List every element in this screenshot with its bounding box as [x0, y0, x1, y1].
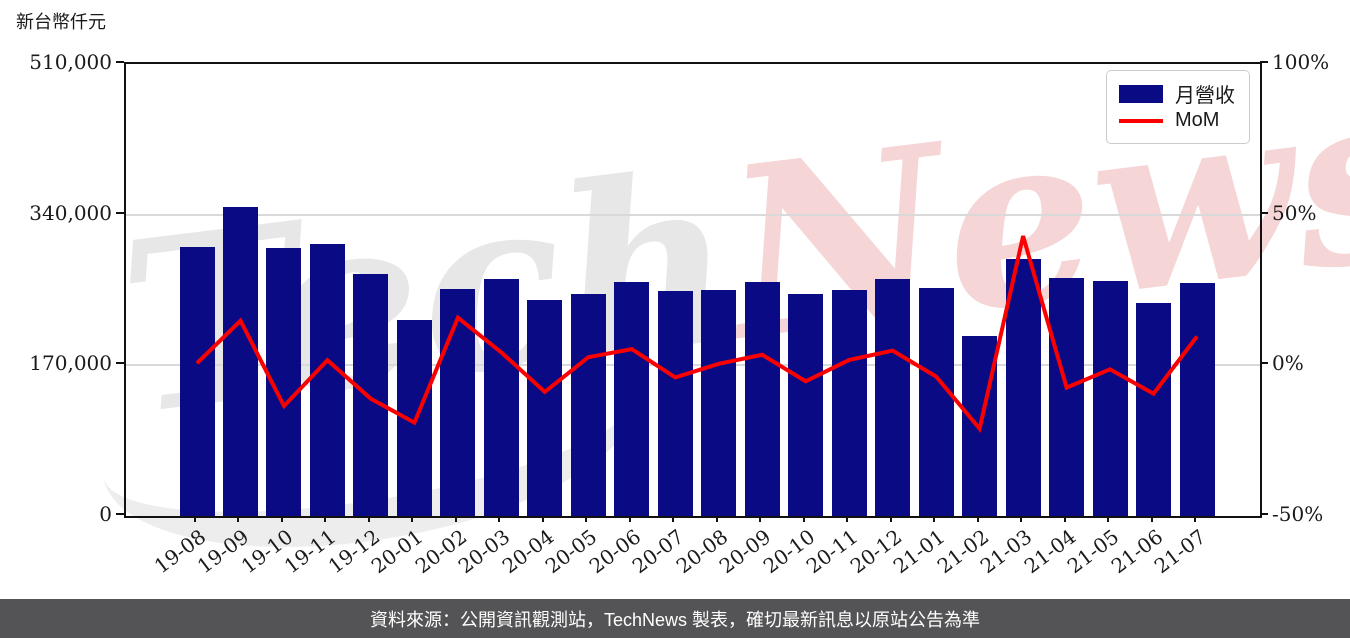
bars-layer: [126, 64, 1260, 516]
revenue-bar-19-09: [222, 206, 258, 516]
gridline-170,000: [126, 364, 1260, 367]
x-tick-mark-20-09: [759, 516, 762, 522]
x-tick-mark-20-02: [454, 516, 457, 522]
right-tick-label-100%: 100%: [1272, 50, 1330, 74]
footer-text: 資料來源：公開資訊觀測站，TechNews 製表，確切最新訊息以原站公告為準: [369, 609, 981, 630]
x-tick-mark-19-09: [237, 516, 240, 522]
x-tick-mark-20-01: [411, 516, 414, 522]
x-tick-mark-19-10: [280, 516, 283, 522]
x-tick-mark-21-01: [933, 516, 936, 522]
mom-line: [195, 235, 1199, 433]
left-tick-label-0: 0: [99, 502, 112, 526]
legend-label-mom: MoM: [1175, 109, 1220, 131]
legend-bar-swatch: [1119, 84, 1163, 103]
revenue-bar-20-04: [527, 299, 563, 516]
right-tick-label--50%: -50%: [1272, 502, 1324, 526]
revenue-bar-20-05: [570, 294, 606, 516]
x-tick-mark-19-12: [367, 516, 370, 522]
x-tick-mark-20-05: [585, 516, 588, 522]
revenue-bar-21-07: [1179, 282, 1215, 516]
x-tick-mark-20-12: [889, 516, 892, 522]
left-tick-mark: [116, 211, 124, 214]
right-tick-label-50%: 50%: [1272, 200, 1317, 225]
x-tick-mark-20-08: [715, 516, 718, 522]
mom-line-layer: [195, 235, 1199, 433]
right-tick-mark: [1260, 211, 1268, 214]
revenue-bar-20-10: [788, 294, 824, 516]
x-tick-mark-19-08: [194, 516, 196, 522]
legend-label-revenue: 月營收: [1175, 85, 1235, 107]
legend: 月營收 MoM: [1106, 70, 1250, 144]
revenue-bar-20-09: [744, 282, 780, 516]
revenue-bar-19-08: [179, 246, 215, 516]
revenue-bar-19-11: [309, 243, 345, 516]
x-axis: 19-08 19-09 19-10 19-11 19-12 20-01 20-02 20-03…: [124, 516, 1258, 596]
revenue-bar-21-03: [1005, 258, 1041, 516]
axis-unit-title: 新台幣仟元: [16, 12, 106, 32]
revenue-bar-20-03: [483, 279, 519, 516]
revenue-bar-20-06: [614, 282, 650, 516]
gridline-340,000: [126, 213, 1260, 216]
x-tick-mark-21-02: [976, 516, 979, 522]
x-tick-mark-21-07: [1194, 516, 1196, 522]
revenue-bar-19-12: [353, 274, 389, 516]
x-tick-mark-20-04: [541, 516, 544, 522]
revenue-bar-20-12: [875, 279, 911, 516]
left-tick-mark: [116, 513, 124, 515]
x-tick-mark-21-05: [1107, 516, 1110, 522]
right-tick-mark: [1260, 513, 1268, 515]
revenue-bar-20-08: [701, 290, 737, 516]
left-tick-mark: [116, 61, 124, 63]
revenue-bar-21-01: [918, 288, 954, 516]
x-tick-mark-21-06: [1150, 516, 1153, 522]
legend-line-swatch: [1119, 118, 1163, 123]
x-tick-mark-21-04: [1063, 516, 1066, 522]
x-tick-mark-21-03: [1020, 516, 1023, 522]
right-tick-mark: [1260, 61, 1268, 63]
plot-area: [124, 62, 1262, 518]
left-tick-label-510,000: 510,000: [29, 50, 112, 74]
x-tick-mark-20-10: [802, 516, 805, 522]
x-tick-mark-20-11: [846, 516, 849, 522]
left-tick-mark: [116, 362, 124, 365]
legend-item-mom: MoM: [1119, 107, 1237, 134]
revenue-bar-21-05: [1092, 281, 1128, 516]
left-tick-label-170,000: 170,000: [29, 351, 112, 376]
legend-item-revenue: 月營收: [1119, 80, 1237, 107]
x-tick-mark-20-06: [628, 516, 631, 522]
revenue-bar-20-11: [831, 290, 867, 516]
revenue-bar-20-07: [657, 290, 693, 516]
revenue-bar-21-04: [1049, 277, 1085, 516]
revenue-bar-21-06: [1136, 303, 1172, 516]
right-tick-mark: [1260, 362, 1268, 365]
x-tick-mark-20-07: [672, 516, 675, 522]
right-tick-label-0%: 0%: [1272, 351, 1304, 376]
x-tick-mark-20-03: [498, 516, 501, 522]
x-tick-mark-19-11: [324, 516, 327, 522]
left-tick-label-340,000: 340,000: [29, 200, 112, 225]
footer-bar: 資料來源：公開資訊觀測站，TechNews 製表，確切最新訊息以原站公告為準: [0, 599, 1350, 638]
